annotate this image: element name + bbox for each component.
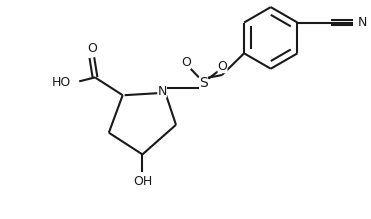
Text: OH: OH bbox=[133, 175, 152, 188]
Text: O: O bbox=[181, 56, 191, 69]
Text: HO: HO bbox=[52, 76, 71, 89]
Text: N: N bbox=[358, 16, 367, 29]
Text: N: N bbox=[157, 85, 167, 98]
Text: O: O bbox=[218, 60, 227, 73]
Text: O: O bbox=[87, 42, 97, 55]
Text: S: S bbox=[199, 76, 208, 90]
